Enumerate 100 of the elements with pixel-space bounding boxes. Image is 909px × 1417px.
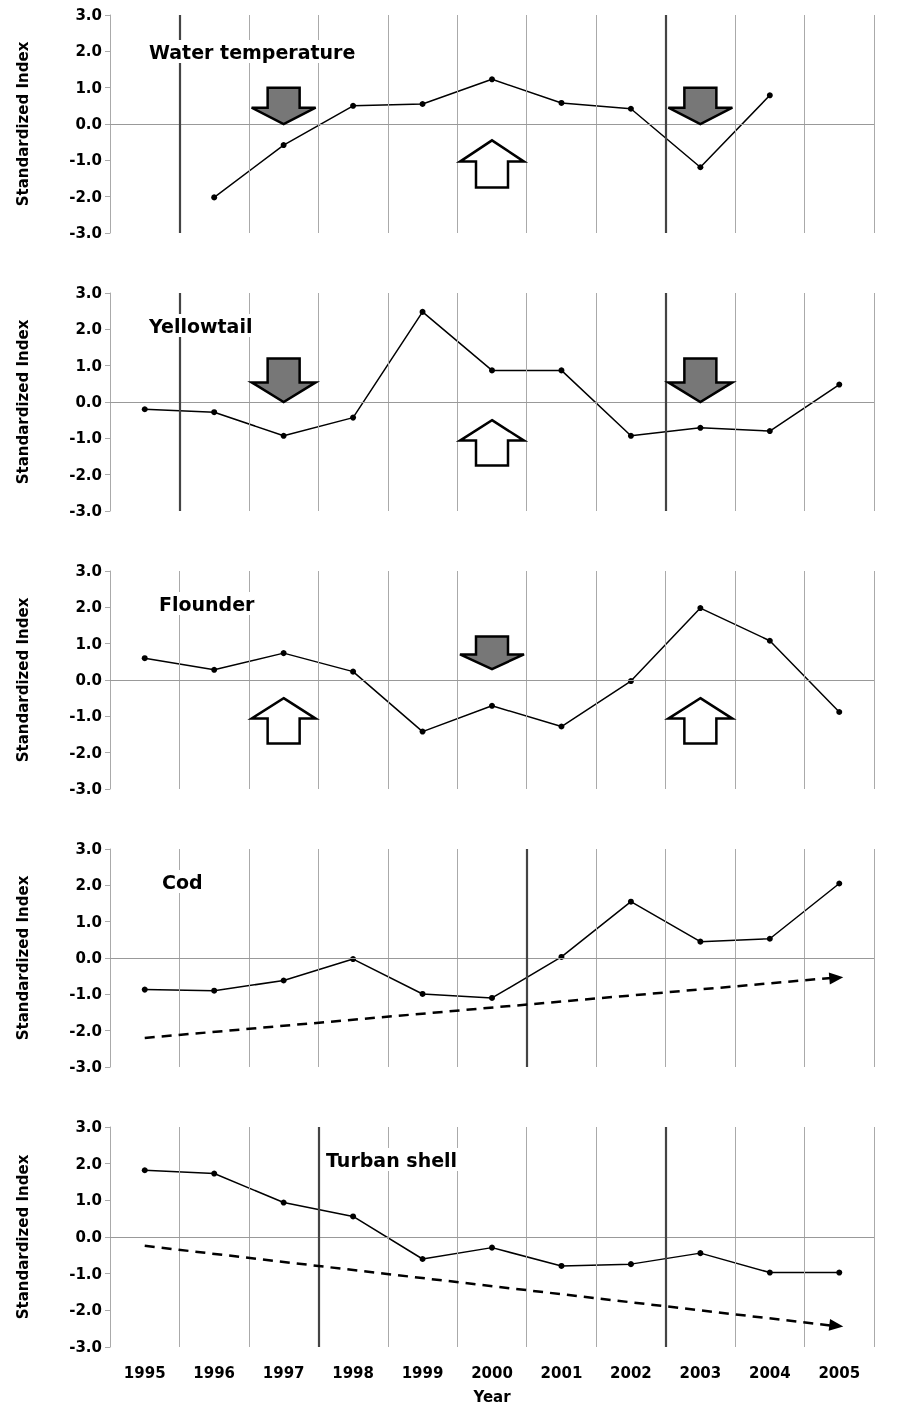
- y-axis-title: Standardized Index: [13, 319, 32, 485]
- y-axis-title: Standardized Index: [13, 41, 32, 207]
- point: [558, 1262, 565, 1269]
- y-tick-label: 0.0: [75, 949, 102, 967]
- y-tick-label: 3.0: [75, 1118, 102, 1136]
- y-axis-title: Standardized Index: [13, 875, 32, 1041]
- y-tick-label: -3.0: [69, 780, 102, 798]
- point: [489, 702, 495, 709]
- point: [419, 1256, 426, 1262]
- point: [280, 1199, 287, 1206]
- y-tick-label: 0.0: [75, 1228, 102, 1246]
- y-tick-label: 0.0: [75, 671, 102, 689]
- y-tick-label: -3.0: [69, 224, 102, 242]
- point: [836, 708, 843, 715]
- y-tick-label: -2.0: [69, 1301, 102, 1320]
- point: [766, 637, 773, 644]
- point: [697, 164, 704, 171]
- point: [141, 655, 148, 662]
- y-tick-label: -1.0: [69, 707, 102, 726]
- y-tick-label: 0.0: [75, 393, 102, 411]
- point: [211, 194, 218, 201]
- text: Turban shell: [326, 1148, 458, 1171]
- point: [350, 102, 357, 109]
- y-tick-label: -3.0: [69, 1338, 102, 1356]
- x-tick-label: 1999: [401, 1363, 444, 1382]
- x-tick-label: 2000: [471, 1363, 513, 1382]
- point: [141, 1167, 148, 1174]
- point: [211, 987, 218, 994]
- point: [697, 424, 704, 431]
- point: [697, 1250, 704, 1257]
- point: [280, 432, 287, 439]
- text: Flounder: [159, 592, 256, 615]
- point: [558, 99, 565, 106]
- point: [489, 367, 495, 374]
- point: [489, 1244, 495, 1251]
- y-tick-label: 1.0: [75, 78, 102, 97]
- y-tick-label: 2.0: [75, 876, 102, 895]
- y-axis-title: Standardized Index: [13, 597, 32, 763]
- point: [489, 76, 495, 83]
- y-tick-label: -1.0: [69, 429, 102, 448]
- point: [211, 1170, 218, 1177]
- point: [419, 101, 426, 108]
- point: [766, 1269, 773, 1276]
- point: [489, 994, 495, 1001]
- y-tick-label: 1.0: [75, 356, 102, 375]
- point: [211, 409, 218, 416]
- y-tick-label: 2.0: [75, 598, 102, 617]
- point: [350, 1213, 357, 1220]
- point: [280, 977, 287, 984]
- text: Cod: [162, 870, 203, 893]
- x-tick-label: 1996: [193, 1363, 236, 1382]
- y-tick-label: -2.0: [69, 187, 102, 206]
- y-tick-label: -3.0: [69, 502, 102, 520]
- point: [627, 105, 634, 112]
- y-axis-title: Standardized Index: [13, 1154, 32, 1320]
- point: [627, 432, 634, 439]
- y-tick-label: -3.0: [69, 1058, 102, 1076]
- y-tick-label: -1.0: [69, 151, 102, 170]
- y-tick-label: 1.0: [75, 1191, 102, 1210]
- x-tick-label: 2002: [610, 1363, 652, 1382]
- x-axis-title: Year: [472, 1387, 512, 1406]
- point: [558, 723, 565, 730]
- y-tick-label: 0.0: [75, 115, 102, 133]
- x-tick-label: 1998: [332, 1363, 374, 1382]
- point: [627, 898, 634, 905]
- y-tick-label: 2.0: [75, 1154, 102, 1173]
- x-tick-label: 2001: [540, 1363, 583, 1382]
- point: [419, 728, 426, 735]
- y-tick-label: 3.0: [75, 284, 102, 302]
- point: [766, 935, 773, 942]
- text: Yellowtail: [148, 314, 253, 337]
- point: [280, 142, 287, 149]
- point: [350, 668, 357, 675]
- x-tick-label: 1997: [262, 1363, 305, 1382]
- point: [697, 605, 704, 612]
- point: [280, 650, 287, 657]
- point: [141, 406, 148, 413]
- y-tick-label: 1.0: [75, 634, 102, 653]
- y-tick-label: 3.0: [75, 6, 102, 24]
- y-tick-label: -2.0: [69, 1021, 102, 1040]
- text: Water temperature: [149, 40, 356, 63]
- point: [766, 428, 773, 435]
- point: [211, 666, 218, 673]
- y-tick-label: 3.0: [75, 562, 102, 580]
- y-tick-label: 1.0: [75, 912, 102, 931]
- point: [419, 308, 426, 315]
- point: [141, 986, 148, 993]
- y-tick-label: -1.0: [69, 985, 102, 1004]
- point: [558, 367, 565, 374]
- x-tick-label: 1995: [123, 1363, 166, 1382]
- point: [350, 414, 357, 421]
- y-tick-label: -2.0: [69, 743, 102, 762]
- x-tick-label: 2004: [748, 1363, 791, 1382]
- y-tick-label: 2.0: [75, 320, 102, 339]
- point: [627, 1261, 634, 1268]
- y-tick-label: 2.0: [75, 42, 102, 61]
- point: [836, 1269, 843, 1276]
- point: [697, 938, 704, 945]
- point: [766, 92, 773, 99]
- y-tick-label: -2.0: [69, 465, 102, 484]
